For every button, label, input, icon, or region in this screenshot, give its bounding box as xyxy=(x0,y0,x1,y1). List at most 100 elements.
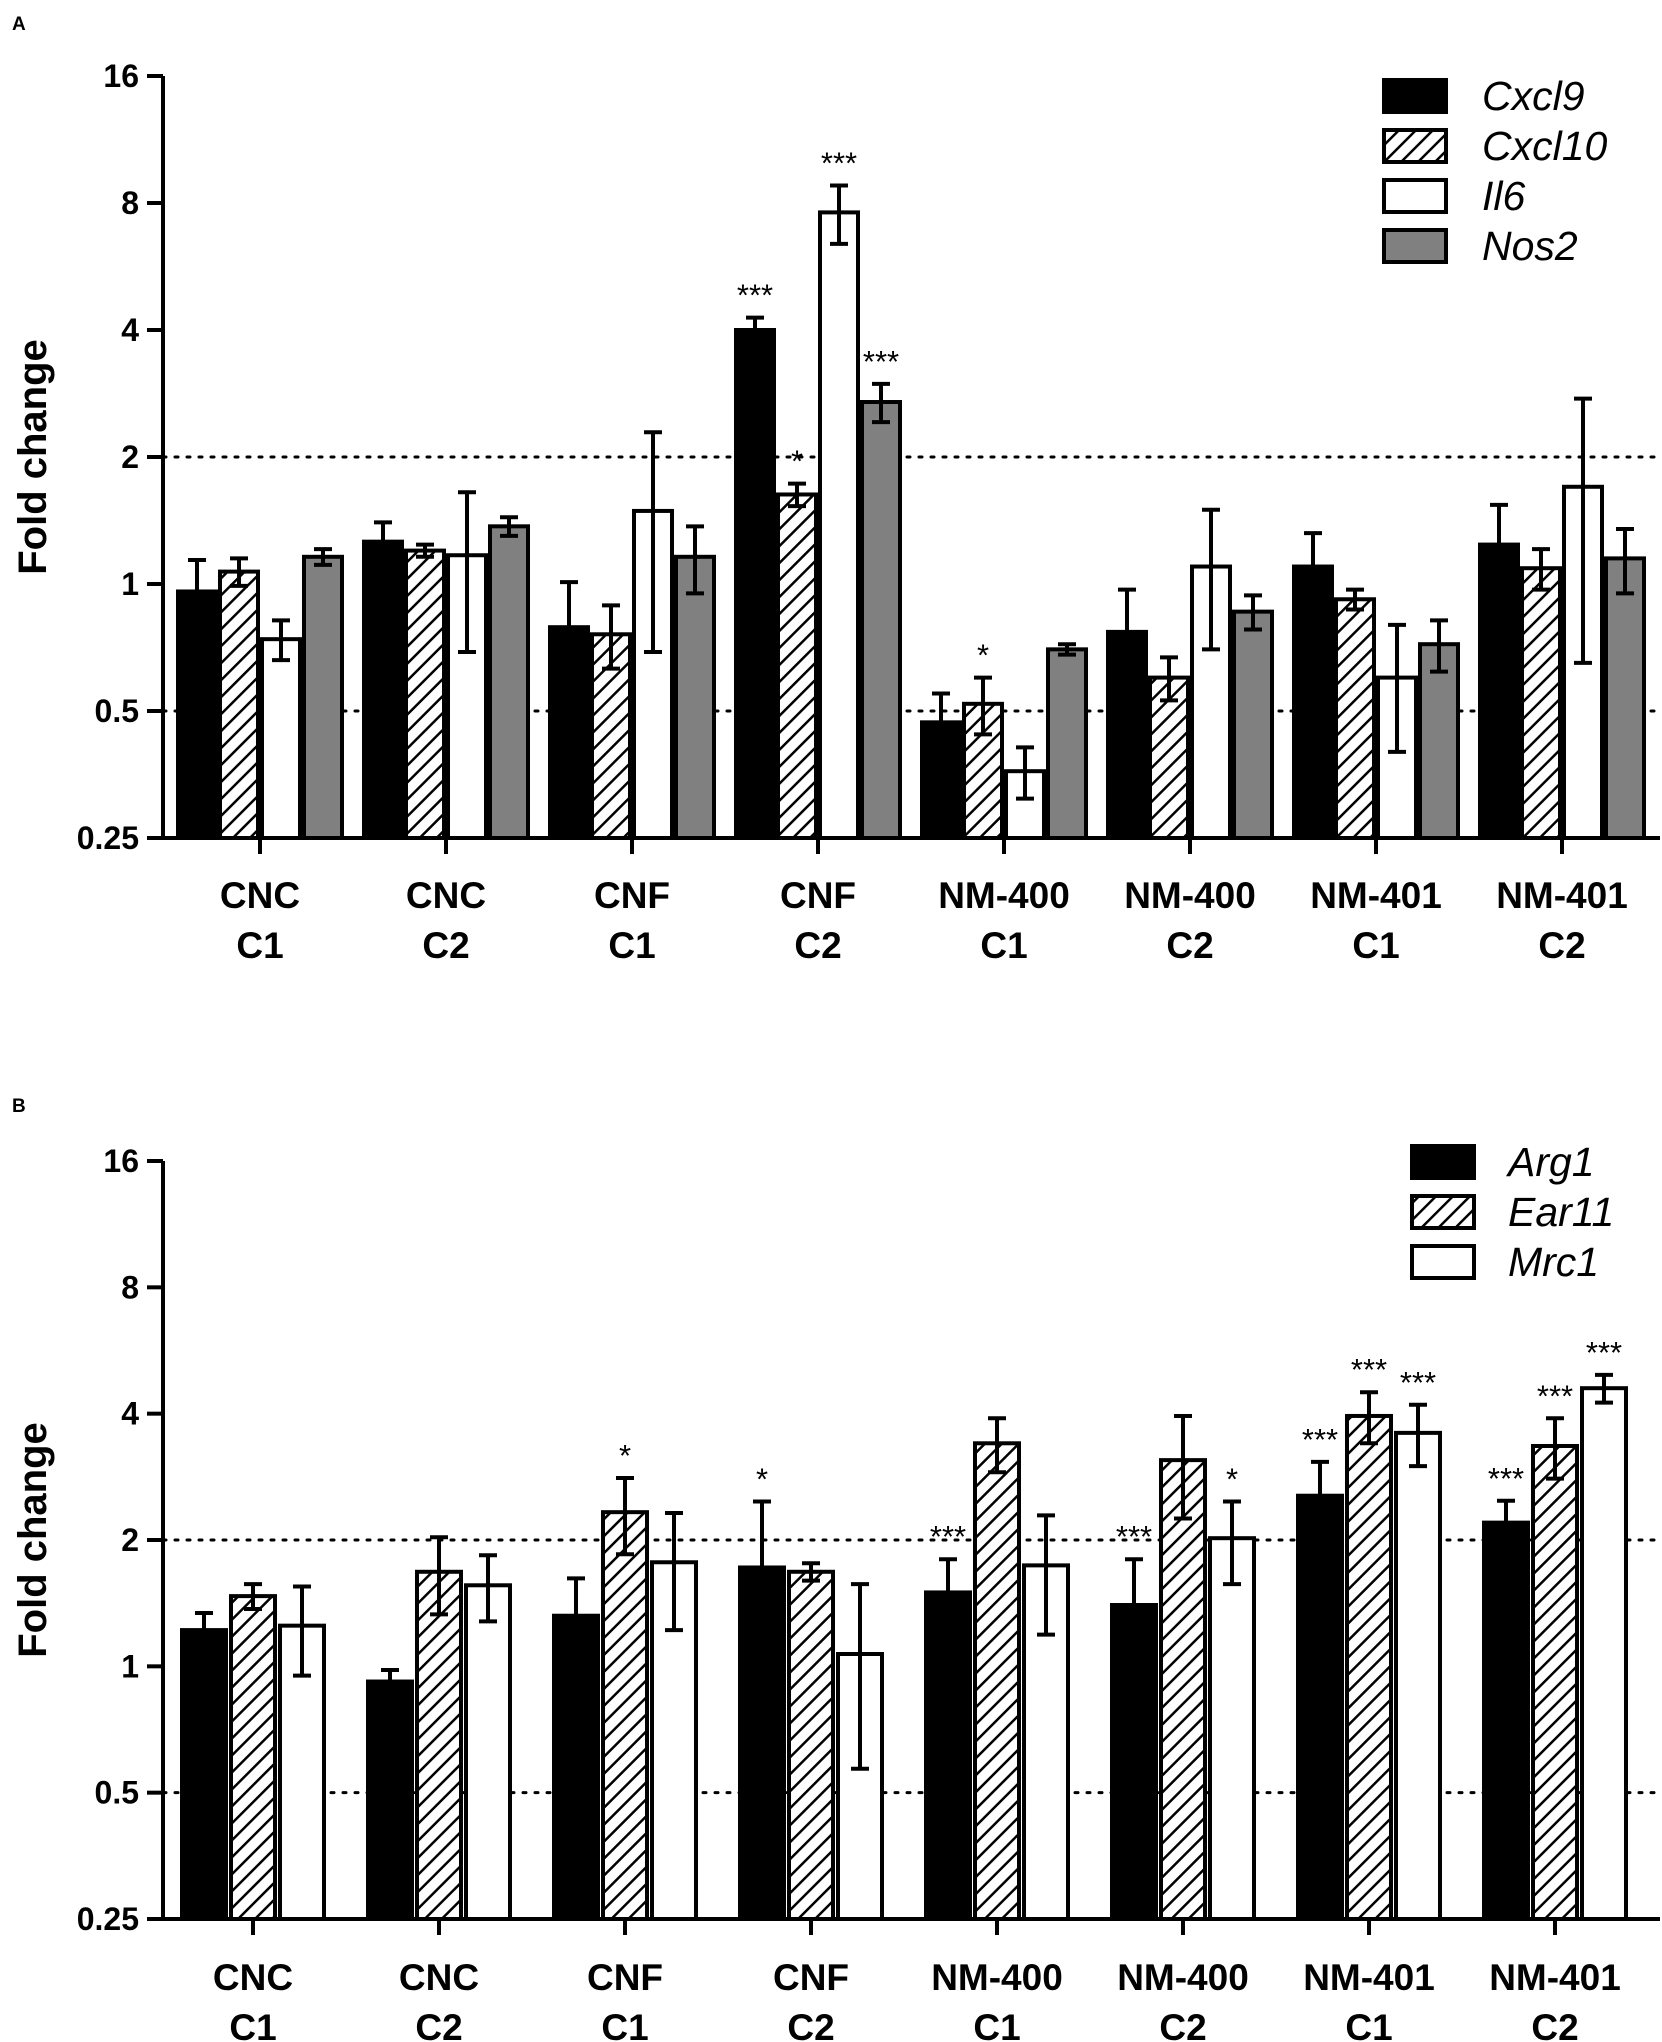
bar-nos2 xyxy=(302,554,344,840)
y-tick-label: 4 xyxy=(121,1396,139,1432)
category-label-line1: CNC xyxy=(406,875,486,916)
legend-swatch-nos2 xyxy=(1382,228,1448,264)
significance-marker: *** xyxy=(930,1519,966,1554)
legend-swatch-mrc1 xyxy=(1410,1244,1476,1280)
y-tick-label: 8 xyxy=(121,185,139,221)
significance-marker: * xyxy=(977,638,989,673)
bar-ear11 xyxy=(1345,1413,1393,1921)
bar-cxcl10 xyxy=(1520,566,1562,840)
bar-ear11 xyxy=(787,1569,835,1921)
category-label-line1: NM-401 xyxy=(1496,875,1628,916)
bar-cxcl10 xyxy=(218,569,260,841)
significance-marker: *** xyxy=(1537,1378,1573,1413)
y-axis-title: Fold change xyxy=(11,1422,55,1658)
bar-mrc1 xyxy=(464,1583,512,1921)
category-label-line1: NM-400 xyxy=(1124,875,1256,916)
bar-ear11 xyxy=(973,1441,1021,1922)
y-tick-label: 0.5 xyxy=(95,1775,139,1811)
panel-b-chart: B 0.25 0.5 1 2 4 8 16 Fold change CNC C1 CNC C2 CNF C1… xyxy=(11,1096,1662,2042)
bar-nos2 xyxy=(488,524,530,840)
panel-a-chart: A 0.25 0.5 1 2 4 8 16 Fold change CNC C1 CNC C2 CNF C1… xyxy=(11,14,1662,966)
category-label-line1: CNF xyxy=(780,875,856,916)
bar-cxcl10 xyxy=(1334,597,1376,840)
category-label-line1: NM-400 xyxy=(938,875,1070,916)
significance-marker: *** xyxy=(737,278,773,313)
y-axis-title: Fold change xyxy=(11,339,55,575)
bar-nos2 xyxy=(1604,556,1646,841)
bar-ear11 xyxy=(601,1510,649,1922)
significance-marker: * xyxy=(1226,1462,1238,1497)
bar-ear11 xyxy=(1531,1443,1579,1922)
bar-cxcl9 xyxy=(734,328,776,840)
bar-ear11 xyxy=(1159,1458,1207,1921)
y-tick-label: 16 xyxy=(103,1143,139,1179)
category-label-line2: C1 xyxy=(229,2007,276,2042)
significance-marker: *** xyxy=(1116,1519,1152,1554)
bar-ear11 xyxy=(229,1594,277,1921)
significance-marker: *** xyxy=(1302,1422,1338,1457)
bar-mrc1 xyxy=(836,1652,884,1921)
bar-nos2 xyxy=(1418,642,1460,841)
legend-swatch-arg1 xyxy=(1410,1144,1476,1180)
category-label-line2: C1 xyxy=(1345,2007,1392,2042)
y-tick-label: 2 xyxy=(121,439,139,475)
significance-marker: * xyxy=(619,1438,631,1473)
bar-nos2 xyxy=(1046,647,1088,840)
y-tick-label: 0.5 xyxy=(95,693,139,729)
category-label-line2: C1 xyxy=(608,925,655,966)
bar-arg1 xyxy=(366,1679,414,1922)
legend-label-arg1: Arg1 xyxy=(1505,1139,1595,1185)
category-label-line2: C1 xyxy=(601,2007,648,2042)
significance-marker: *** xyxy=(1351,1352,1387,1387)
legend-label-nos2: Nos2 xyxy=(1482,223,1578,269)
category-label-line1: NM-400 xyxy=(1117,1957,1249,1998)
category-label-line2: C1 xyxy=(980,925,1027,966)
y-tick-label: 2 xyxy=(121,1522,139,1558)
category-label-line2: C1 xyxy=(973,2007,1020,2042)
bar-cxcl9 xyxy=(362,539,404,841)
y-tick-label: 1 xyxy=(121,1648,139,1684)
category-label-line1: NM-401 xyxy=(1310,875,1442,916)
panel-label: A xyxy=(12,14,26,35)
bar-mrc1 xyxy=(1580,1386,1628,1921)
category-label-line2: C2 xyxy=(1531,2007,1578,2042)
category-label-line2: C2 xyxy=(1166,925,1213,966)
legend-label-ear11: Ear11 xyxy=(1508,1189,1614,1235)
bar-il6 xyxy=(818,210,860,840)
category-label-line1: CNC xyxy=(399,1957,479,1998)
bar-nos2 xyxy=(1232,609,1274,840)
y-tick-label: 4 xyxy=(121,312,139,348)
bar-il6 xyxy=(260,637,302,840)
y-tick-label: 0.25 xyxy=(77,1901,139,1937)
category-label-line2: C2 xyxy=(415,2007,462,2042)
y-tick-label: 1 xyxy=(121,566,139,602)
bar-arg1 xyxy=(1482,1520,1530,1921)
bar-nos2 xyxy=(860,400,902,840)
category-label-line1: NM-401 xyxy=(1303,1957,1435,1998)
category-label-line1: NM-401 xyxy=(1489,1957,1621,1998)
bar-il6 xyxy=(1190,564,1232,840)
category-label-line1: CNF xyxy=(594,875,670,916)
category-label-line2: C1 xyxy=(1352,925,1399,966)
legend-swatch-cxcl10 xyxy=(1382,128,1448,164)
significance-marker: *** xyxy=(1488,1461,1524,1496)
legend-label-il6: Il6 xyxy=(1482,173,1526,219)
legend-label-cxcl10: Cxcl10 xyxy=(1482,123,1608,169)
bar-ear11 xyxy=(415,1569,463,1921)
significance-marker: *** xyxy=(821,146,857,181)
category-label-line1: CNF xyxy=(587,1957,663,1998)
category-label-line1: NM-400 xyxy=(931,1957,1063,1998)
bar-arg1 xyxy=(924,1590,972,1922)
significance-marker: * xyxy=(791,444,803,479)
category-label-line2: C2 xyxy=(1538,925,1585,966)
bar-cxcl10 xyxy=(776,492,818,840)
significance-marker: *** xyxy=(1586,1335,1622,1370)
category-label-line2: C2 xyxy=(1159,2007,1206,2042)
bar-cxcl10 xyxy=(404,548,446,840)
category-label-line2: C2 xyxy=(787,2007,834,2042)
y-tick-label: 0.25 xyxy=(77,820,139,856)
significance-marker: * xyxy=(756,1462,768,1497)
bar-nos2 xyxy=(674,554,716,840)
legend-swatch-cxcl9 xyxy=(1382,78,1448,114)
legend-label-cxcl9: Cxcl9 xyxy=(1482,73,1585,119)
